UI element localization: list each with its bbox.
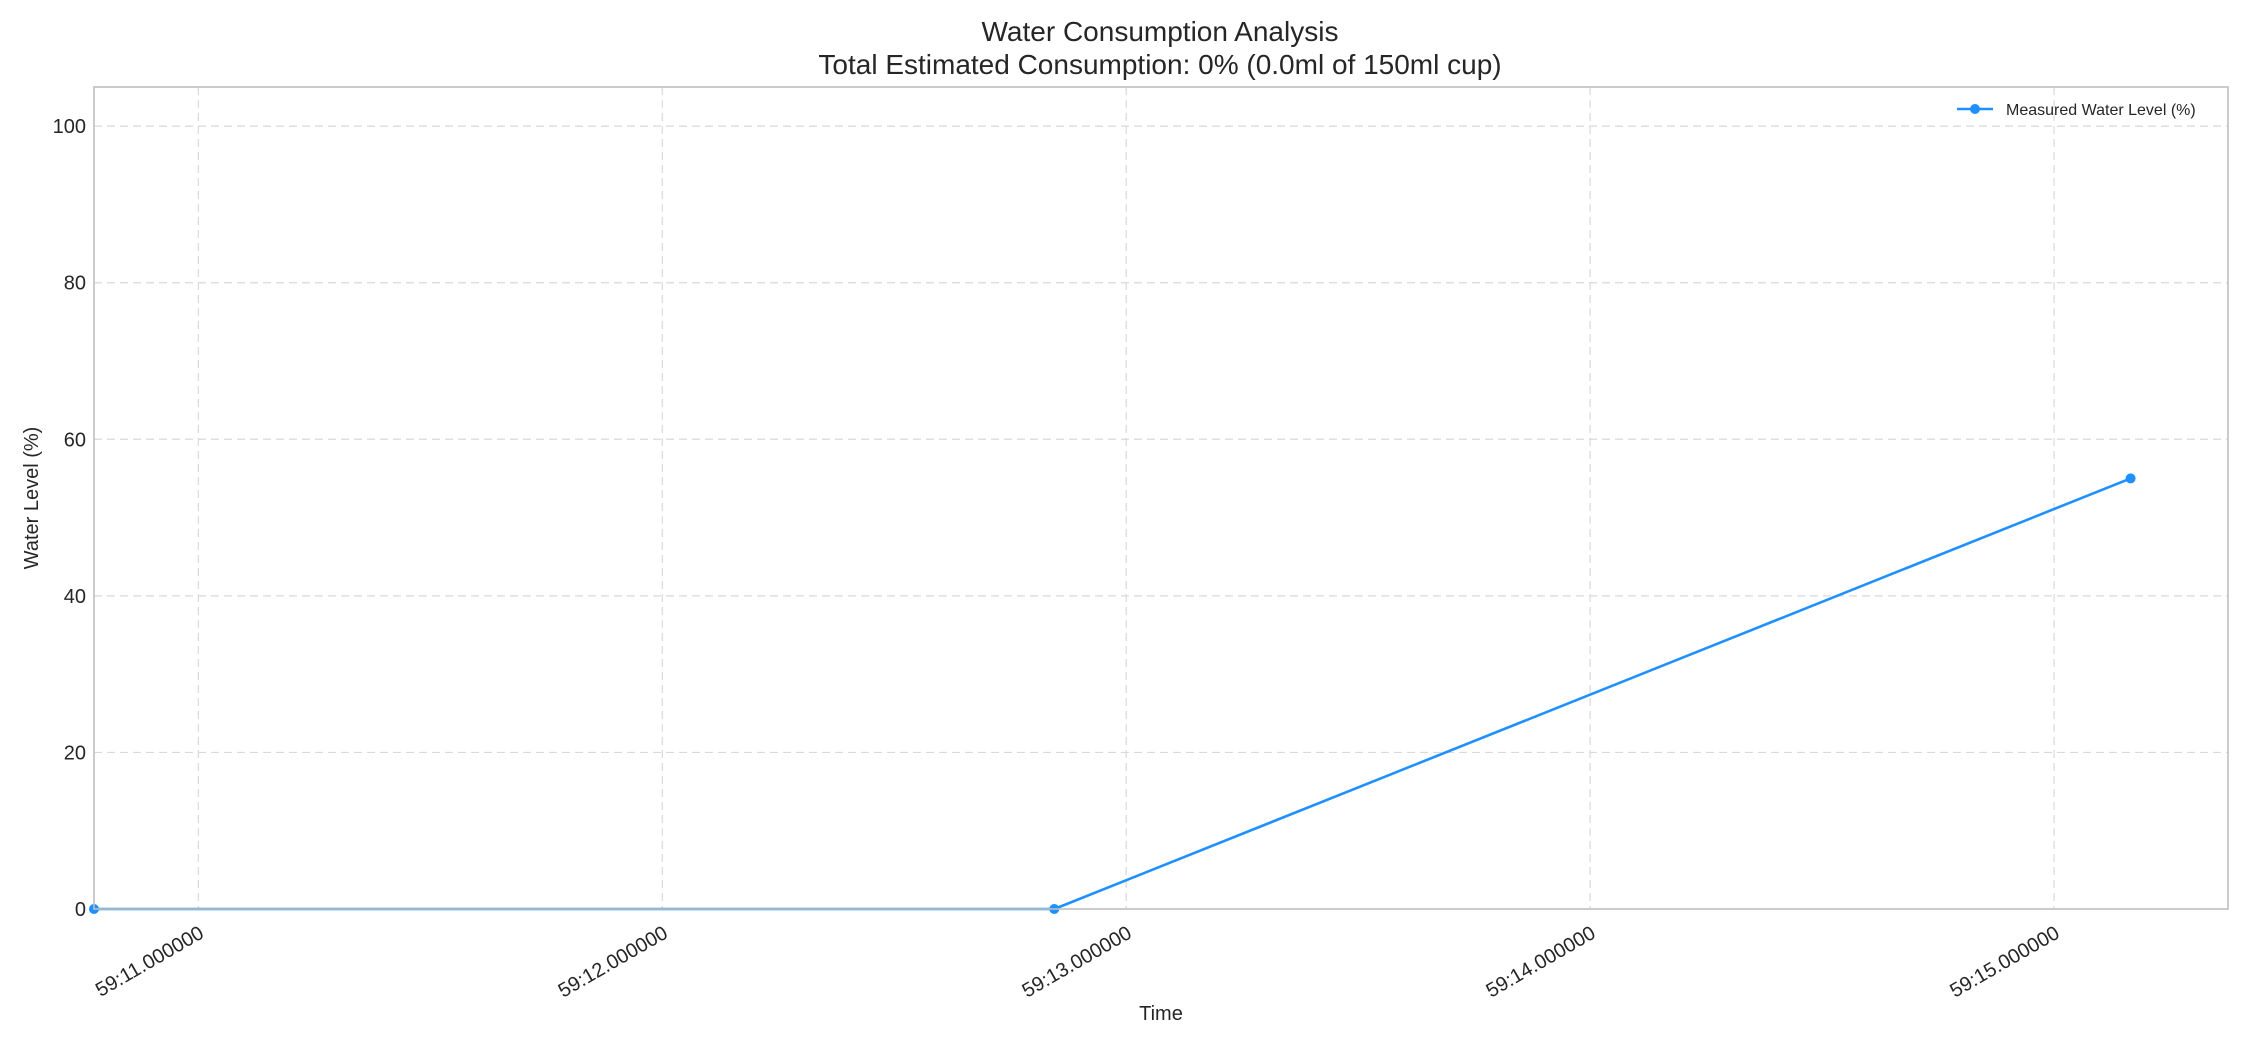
- x-tick-label: 59:12.000000: [555, 922, 672, 1002]
- y-tick-label: 80: [64, 273, 86, 295]
- grid: [94, 87, 2228, 909]
- series-layer: [89, 473, 2136, 914]
- chart-subtitle: Total Estimated Consumption: 0% (0.0ml o…: [818, 49, 1501, 80]
- y-tick-label: 0: [75, 899, 86, 921]
- x-axis-label: Time: [1139, 1003, 1183, 1025]
- y-tick-label: 20: [64, 742, 86, 764]
- plot-frame: [93, 86, 2229, 910]
- y-tick-label: 60: [64, 429, 86, 451]
- legend-marker-icon: [1970, 104, 1980, 114]
- x-tick-label: 59:13.000000: [1019, 922, 1136, 1002]
- y-axis-label: Water Level (%): [21, 427, 43, 570]
- data-point: [2125, 473, 2136, 484]
- x-tick-label: 59:11.000000: [92, 922, 208, 1001]
- x-tick-label: 59:15.000000: [1946, 922, 2063, 1002]
- series-line: [94, 477, 2132, 911]
- chart-title: Water Consumption Analysis: [982, 16, 1339, 47]
- y-tick-label: 100: [53, 116, 86, 138]
- legend: Measured Water Level (%): [1957, 102, 2196, 119]
- legend-label: Measured Water Level (%): [2006, 102, 2196, 119]
- x-tick-label: 59:14.000000: [1482, 922, 1599, 1002]
- tick-labels: 0 20 40 60 80 100 59:11.000000 59:12.000000 59:1…: [53, 116, 2064, 1002]
- y-tick-label: 40: [64, 586, 86, 608]
